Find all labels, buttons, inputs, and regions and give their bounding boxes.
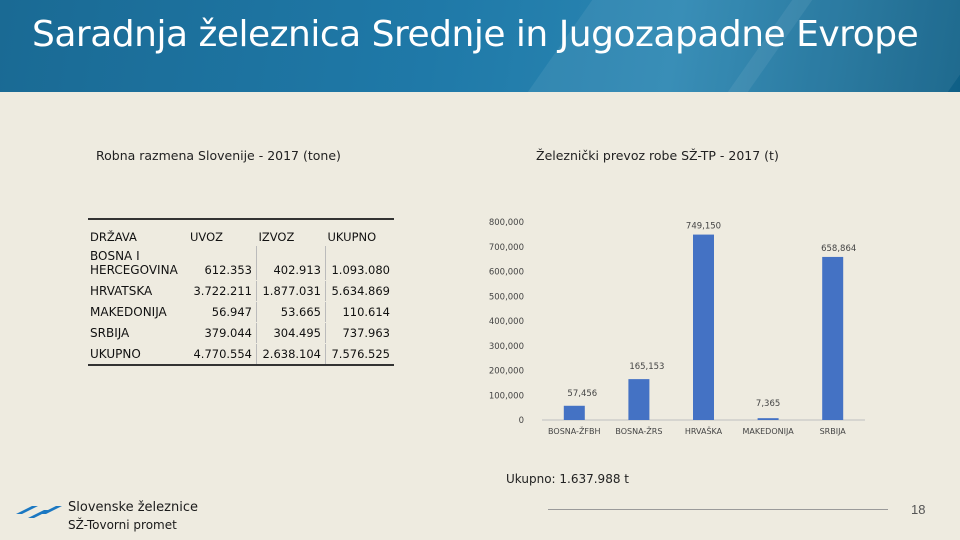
y-tick-label: 100,000 (489, 391, 524, 401)
bar-2 (628, 379, 650, 420)
cell-izvoz: 2.638.104 (256, 343, 326, 366)
table-row: MAKEDONIJA 56.947 53.665 110.614 (88, 301, 394, 323)
y-tick-label: 0 (519, 416, 524, 426)
x-tick-label: SRBIJA (820, 427, 847, 436)
cell-ukupno: 737.963 (325, 322, 394, 344)
cell-izvoz: 402.913 (256, 246, 326, 281)
bar-3 (693, 234, 714, 420)
title-banner: Saradnja železnica Srednje in Jugozapadn… (0, 0, 960, 92)
cell-izvoz: 53.665 (256, 301, 326, 323)
data-label: 7,365 (756, 399, 780, 409)
bar-chart: 0 100,000 200,000 300,000 400,000 500,000 600,… (489, 218, 865, 436)
bar-5 (822, 256, 844, 420)
trade-table: DRŽAVA UVOZ IZVOZ UKUPNO BOSNA I HERCEGO… (88, 218, 394, 366)
x-tick-label: BOSNA-ŽRS (615, 425, 662, 436)
cell-izvoz: 304.495 (256, 322, 326, 344)
data-label: 57,456 (567, 389, 597, 399)
data-label: 749,150 (686, 222, 721, 232)
bar-4 (757, 418, 779, 420)
total-label: Ukupno: 1.637.988 t (506, 472, 629, 486)
x-tick-label: BOSNA-ŽFBH (548, 425, 600, 436)
table-row-total: UKUPNO 4.770.554 2.638.104 7.576.525 (88, 343, 394, 366)
cell-country: UKUPNO (88, 343, 188, 366)
data-label: 165,153 (629, 362, 664, 372)
cell-ukupno: 7.576.525 (325, 343, 394, 366)
slide-title: Saradnja železnica Srednje in Jugozapadn… (32, 14, 919, 55)
header-country: DRŽAVA (88, 218, 188, 246)
x-tick-label: MAKEDONIJA (743, 427, 795, 436)
sz-logo-icon (16, 506, 62, 518)
y-tick-label: 800,000 (489, 218, 524, 228)
y-tick-label: 200,000 (489, 367, 524, 377)
data-label: 658,864 (821, 244, 856, 254)
y-tick-label: 300,000 (489, 342, 524, 352)
cell-uvoz: 379.044 (188, 322, 257, 344)
bar-1 (563, 405, 585, 420)
footer-divider (548, 509, 888, 510)
table-header-row: DRŽAVA UVOZ IZVOZ UKUPNO (88, 218, 394, 246)
y-tick-label: 500,000 (489, 292, 524, 302)
cell-uvoz: 3.722.211 (188, 280, 257, 302)
table-row: HRVATSKA 3.722.211 1.877.031 5.634.869 (88, 280, 394, 302)
cell-uvoz: 4.770.554 (188, 343, 257, 366)
cell-country: HRVATSKA (88, 280, 188, 302)
cell-ukupno: 1.093.080 (325, 246, 394, 281)
logo-line2: SŽ-Tovorni promet (68, 518, 177, 532)
cell-ukupno: 110.614 (325, 301, 394, 323)
y-tick-label: 700,000 (489, 243, 524, 253)
table-row: SRBIJA 379.044 304.495 737.963 (88, 322, 394, 344)
cell-ukupno: 5.634.869 (325, 280, 394, 302)
company-logo: Slovenske železnice SŽ-Tovorni promet (14, 498, 198, 538)
y-tick-label: 400,000 (489, 317, 524, 327)
x-tick-label: HRVAŠKA (685, 425, 723, 436)
chart-caption: Železnički prevoz robe SŽ-TP - 2017 (t) (536, 148, 779, 163)
y-tick-label: 600,000 (489, 268, 524, 278)
logo-line1: Slovenske železnice (68, 500, 198, 515)
page-number: 18 (911, 502, 926, 517)
table-caption: Robna razmena Slovenije - 2017 (tone) (96, 148, 341, 163)
cell-country: BOSNA I HERCEGOVINA (88, 246, 188, 281)
header-izvoz: IZVOZ (256, 218, 326, 246)
header-uvoz: UVOZ (188, 218, 257, 246)
cell-uvoz: 612.353 (188, 246, 257, 281)
header-ukupno: UKUPNO (325, 218, 394, 246)
cell-country: SRBIJA (88, 322, 188, 344)
cell-country: MAKEDONIJA (88, 301, 188, 323)
cell-uvoz: 56.947 (188, 301, 257, 323)
table-row: BOSNA I HERCEGOVINA 612.353 402.913 1.09… (88, 246, 394, 281)
cell-izvoz: 1.877.031 (256, 280, 326, 302)
